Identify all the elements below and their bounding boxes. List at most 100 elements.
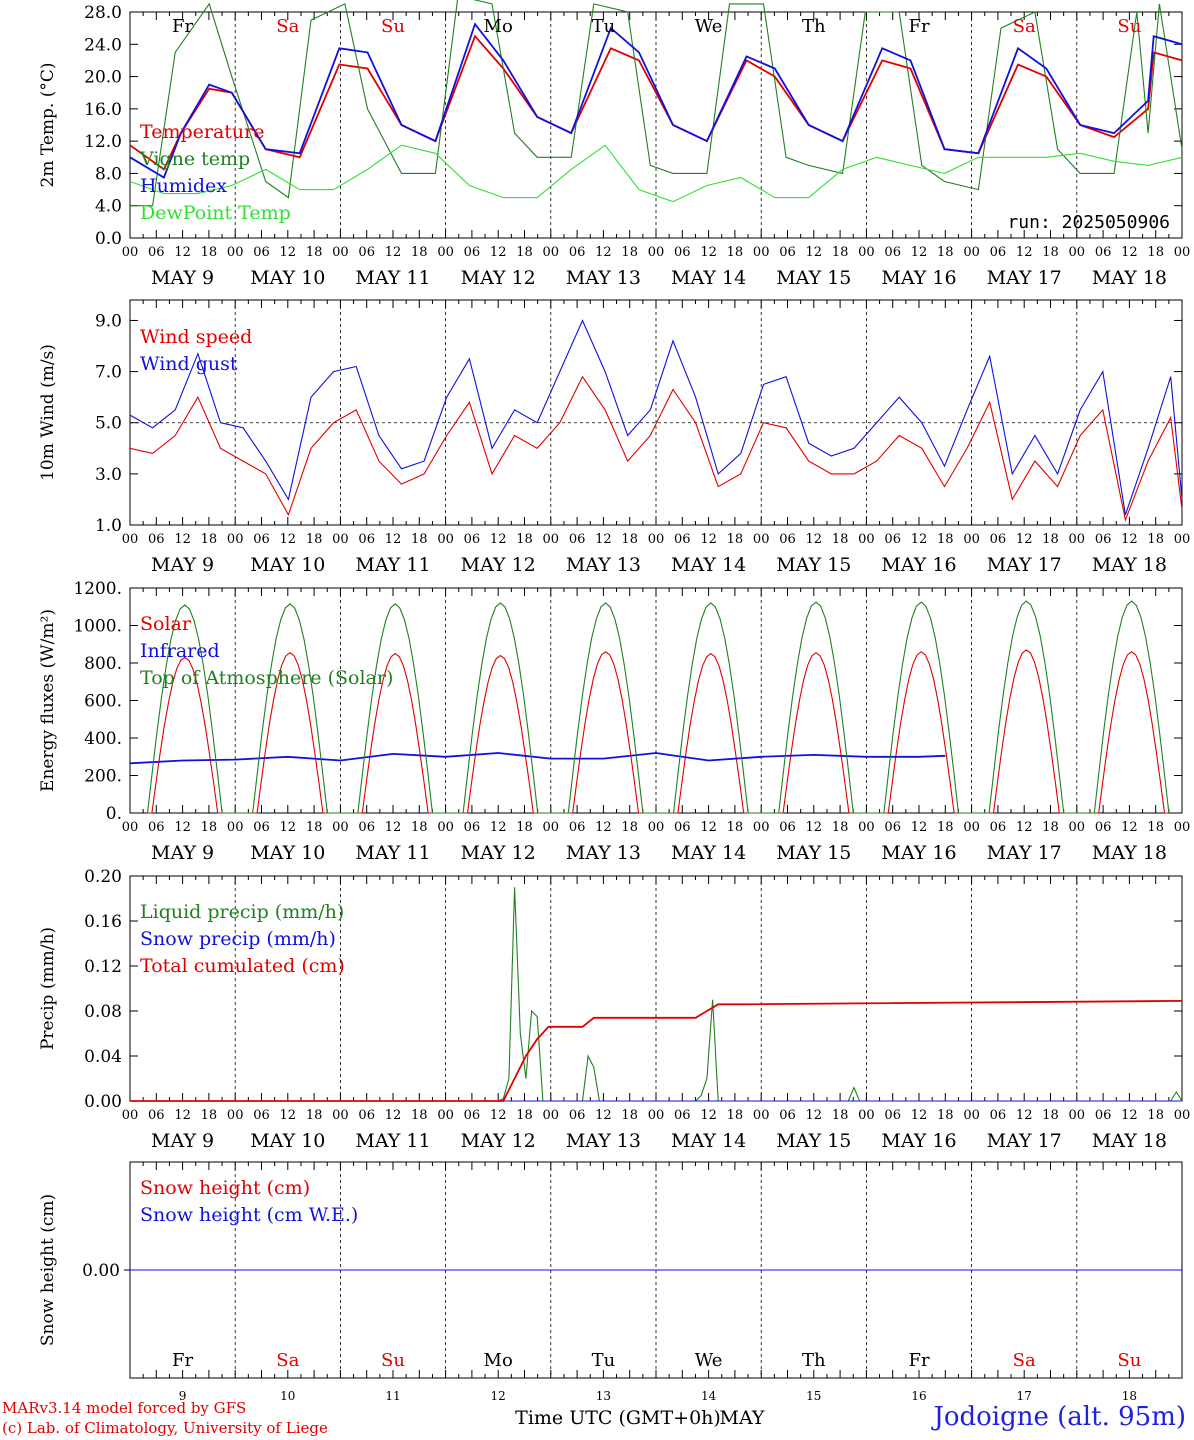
hour-tick-label: 12	[1121, 820, 1138, 835]
hour-tick-label: 06	[358, 245, 375, 260]
hour-tick-label: 00	[1069, 1108, 1086, 1123]
hour-tick-label: 00	[858, 532, 875, 547]
x-axis-title: Time UTC (GMT+0h)	[515, 1407, 721, 1429]
hour-tick-label: 18	[306, 245, 323, 260]
hour-tick-label: 12	[1016, 1108, 1033, 1123]
hour-tick-label: 12	[911, 532, 928, 547]
hour-tick-label: 06	[569, 245, 586, 260]
hour-tick-label: 00	[753, 1108, 770, 1123]
hour-tick-label: 06	[464, 245, 481, 260]
day-number-label: 9	[179, 1389, 187, 1403]
series-line-temperature	[129, 34, 1183, 171]
hour-tick-label: 12	[280, 532, 297, 547]
x-axis-month: MAY	[720, 1407, 765, 1429]
y-tick-label: 0.00	[82, 1261, 120, 1281]
day-number-label: 16	[911, 1389, 926, 1403]
hour-tick-label: 06	[148, 532, 165, 547]
hour-tick-label: 12	[1016, 245, 1033, 260]
hour-tick-label: 06	[884, 1108, 901, 1123]
hour-tick-label: 18	[1147, 1108, 1164, 1123]
hour-tick-label: 12	[911, 820, 928, 835]
hour-tick-label: 06	[569, 820, 586, 835]
hour-tick-label: 18	[1042, 1108, 1059, 1123]
date-label: MAY 10	[250, 842, 325, 864]
weekday-label: Tu	[592, 16, 616, 37]
y-tick-label: 1200.	[73, 579, 122, 599]
hour-tick-label: 00	[543, 245, 560, 260]
y-axis-label: Energy fluxes (W/m²)	[38, 609, 58, 792]
hour-tick-label: 12	[595, 820, 612, 835]
hour-tick-label: 06	[464, 1108, 481, 1123]
hour-tick-label: 00	[858, 1108, 875, 1123]
date-label: MAY 14	[671, 1130, 746, 1152]
legend-entry: Wind gust	[140, 353, 238, 375]
hour-tick-label: 00	[437, 820, 454, 835]
date-label: MAY 12	[461, 1130, 536, 1152]
weekday-label: Th	[802, 1350, 826, 1371]
weekday-label: Sa	[276, 1350, 299, 1371]
hour-tick-label: 00	[227, 532, 244, 547]
hour-tick-label: 00	[753, 820, 770, 835]
hour-tick-label: 00	[543, 1108, 560, 1123]
legend-entry: Snow height (cm W.E.)	[140, 1204, 358, 1226]
hour-tick-label: 06	[569, 1108, 586, 1123]
hour-tick-label: 12	[700, 820, 717, 835]
date-label: MAY 12	[461, 267, 536, 289]
date-label: MAY 17	[987, 554, 1062, 576]
hour-tick-label: 00	[437, 532, 454, 547]
hour-tick-label: 00	[227, 1108, 244, 1123]
date-label: MAY 11	[355, 842, 430, 864]
hour-tick-label: 06	[358, 532, 375, 547]
y-tick-label: 4.0	[95, 197, 122, 217]
hour-tick-label: 18	[621, 1108, 638, 1123]
legend-entry: Temperature	[140, 121, 264, 143]
hour-tick-label: 00	[1174, 245, 1191, 260]
weekday-label: Su	[1117, 1350, 1141, 1371]
series-line-infrared	[129, 752, 946, 765]
hour-tick-label: 12	[385, 532, 402, 547]
hour-tick-label: 06	[990, 245, 1007, 260]
weekday-label: We	[695, 16, 723, 37]
hour-tick-label: 00	[648, 532, 665, 547]
hour-tick-label: 12	[174, 532, 191, 547]
hour-tick-label: 18	[832, 532, 849, 547]
y-tick-label: 0.16	[84, 912, 122, 932]
day-number-label: 18	[1122, 1389, 1137, 1403]
series-line-top-of-atmosphere-solar-	[146, 600, 1170, 814]
legend-entry: Total cumulated (cm)	[140, 955, 345, 977]
panel-energy: 0. 200. 400. 600. 800. 1000. 1200. Energy fluxe…	[38, 579, 1190, 864]
hour-tick-label: 18	[516, 1108, 533, 1123]
y-tick-label: 24.0	[84, 35, 122, 55]
hour-tick-label: 00	[227, 820, 244, 835]
hour-tick-label: 18	[727, 1108, 744, 1123]
legend-entry: Vigne temp	[139, 148, 250, 170]
date-label: MAY 13	[566, 554, 641, 576]
hour-tick-label: 18	[201, 820, 218, 835]
hour-tick-label: 06	[253, 1108, 270, 1123]
hour-tick-label: 18	[306, 532, 323, 547]
hour-tick-label: 12	[280, 1108, 297, 1123]
run-annotation: run: 2025050906	[1007, 212, 1170, 233]
y-tick-label: 1000.	[73, 617, 122, 637]
date-label: MAY 11	[355, 267, 430, 289]
hour-tick-label: 06	[253, 532, 270, 547]
legend-entry: Wind speed	[140, 326, 252, 348]
panel-precip: 0.00 0.04 0.08 0.12 0.16 0.20 Precip (mm/h) Liq…	[38, 867, 1190, 1152]
hour-tick-label: 06	[779, 532, 796, 547]
hour-tick-label: 06	[674, 820, 691, 835]
date-label: MAY 18	[1092, 842, 1167, 864]
date-label: MAY 15	[776, 267, 851, 289]
date-label: MAY 15	[776, 554, 851, 576]
date-label: MAY 18	[1092, 1130, 1167, 1152]
date-label: MAY 12	[461, 842, 536, 864]
hour-tick-label: 12	[595, 245, 612, 260]
hour-tick-label: 12	[700, 532, 717, 547]
legend-entry: Snow height (cm)	[140, 1177, 310, 1199]
date-label: MAY 13	[566, 267, 641, 289]
date-label: MAY 10	[250, 267, 325, 289]
legend-entry: Snow precip (mm/h)	[140, 928, 336, 950]
chart-panels: 0.0 4.0 8.0 12.0 16.0 20.0 24.0 28.0 2m Temp. (°…	[38, 0, 1190, 1429]
hour-tick-label: 18	[937, 820, 954, 835]
date-label: MAY 13	[566, 842, 641, 864]
